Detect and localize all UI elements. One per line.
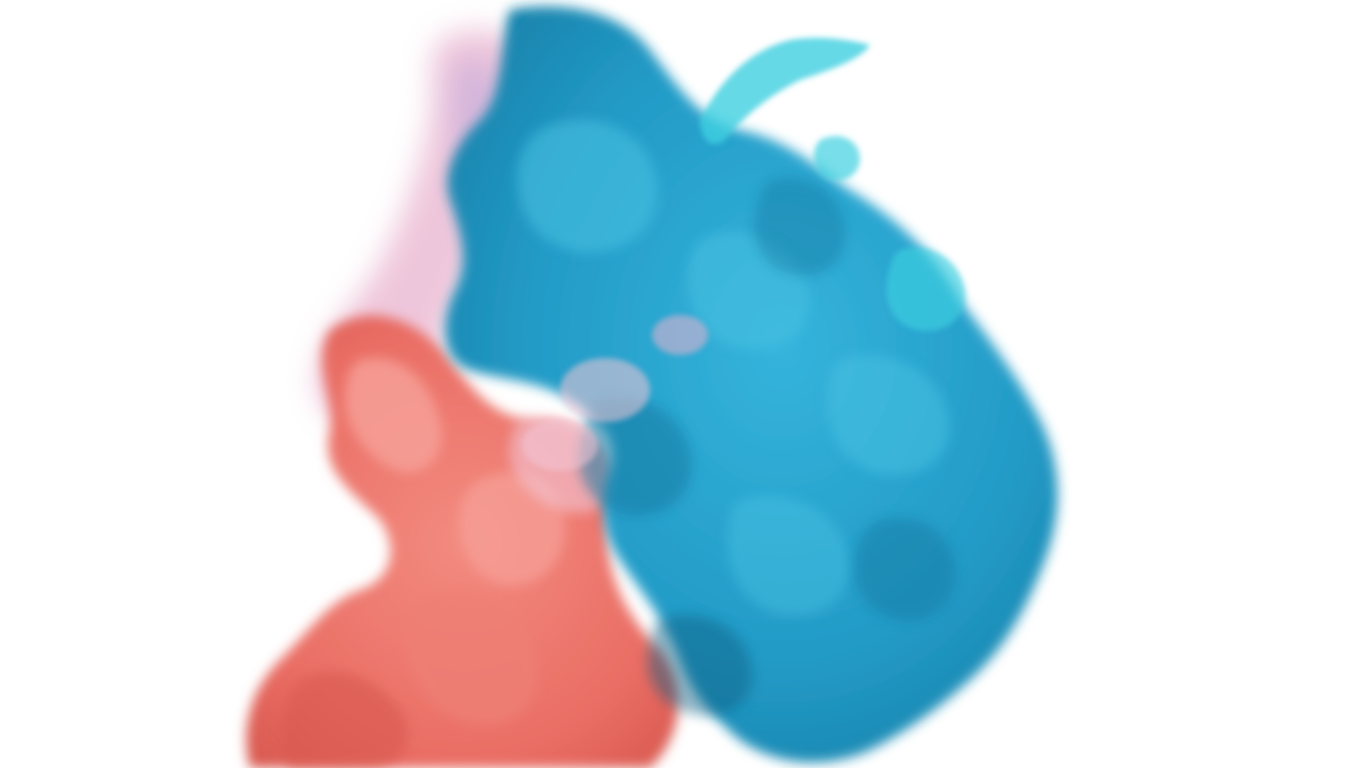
blue-cloud xyxy=(445,6,1058,763)
teal-wisps xyxy=(700,37,966,331)
pink-bubbles xyxy=(522,315,708,471)
